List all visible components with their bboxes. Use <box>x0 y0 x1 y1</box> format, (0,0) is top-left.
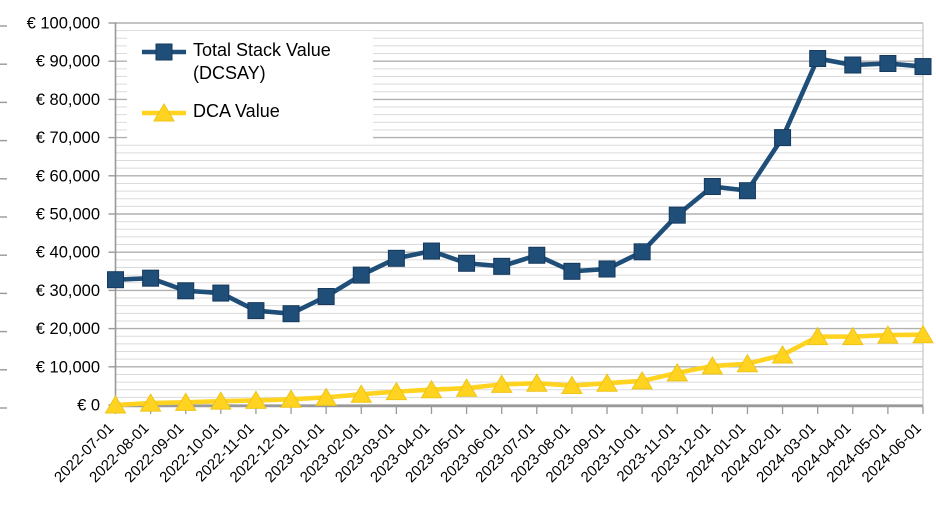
svg-text:€ 70,000: € 70,000 <box>36 129 100 147</box>
svg-text:€ 80,000: € 80,000 <box>36 91 100 109</box>
outer-tick-marks <box>0 25 7 409</box>
legend-label-line2: (DCSAY) <box>193 63 266 83</box>
y-tick-labels: € 0 € 10,000 € 20,000 € 30,000 € 40,000 € 50,… <box>27 15 100 415</box>
legend-label-line1: DCA Value <box>193 101 280 121</box>
legend-label-total-stack-value: Total Stack Value (DCSAY) <box>193 39 331 85</box>
series-markers-dca-value <box>104 324 934 414</box>
y-axis <box>108 22 117 408</box>
svg-text:€ 40,000: € 40,000 <box>36 244 100 262</box>
legend-item-dca-value: DCA Value <box>141 100 373 123</box>
x-axis <box>114 404 924 414</box>
series-line-dca-value <box>115 332 924 408</box>
svg-text:€ 60,000: € 60,000 <box>36 167 100 185</box>
svg-text:€ 10,000: € 10,000 <box>36 358 100 376</box>
svg-text:€ 90,000: € 90,000 <box>36 53 100 71</box>
legend-symbol-total-stack-line-icon <box>142 43 186 61</box>
series-markers-total-stack-value <box>107 50 932 323</box>
chart-legend: Total Stack Value (DCSAY) DCA Value <box>127 31 373 142</box>
legend-item-total-stack-value: Total Stack Value (DCSAY) <box>141 39 373 85</box>
legend-label-line1: Total Stack Value <box>193 40 331 60</box>
svg-text:€ 100,000: € 100,000 <box>27 15 100 33</box>
svg-text:€ 30,000: € 30,000 <box>36 282 100 300</box>
x-tick-labels: 2022-07-012022-08-012022-09-012022-10-01… <box>51 420 925 486</box>
legend-symbol-dca-line-icon <box>142 103 186 122</box>
svg-text:€ 20,000: € 20,000 <box>36 320 100 338</box>
legend-label-dca-value: DCA Value <box>193 100 280 123</box>
svg-text:€ 0: € 0 <box>77 397 100 415</box>
svg-text:€ 50,000: € 50,000 <box>36 206 100 224</box>
minor-gridlines <box>115 30 923 398</box>
